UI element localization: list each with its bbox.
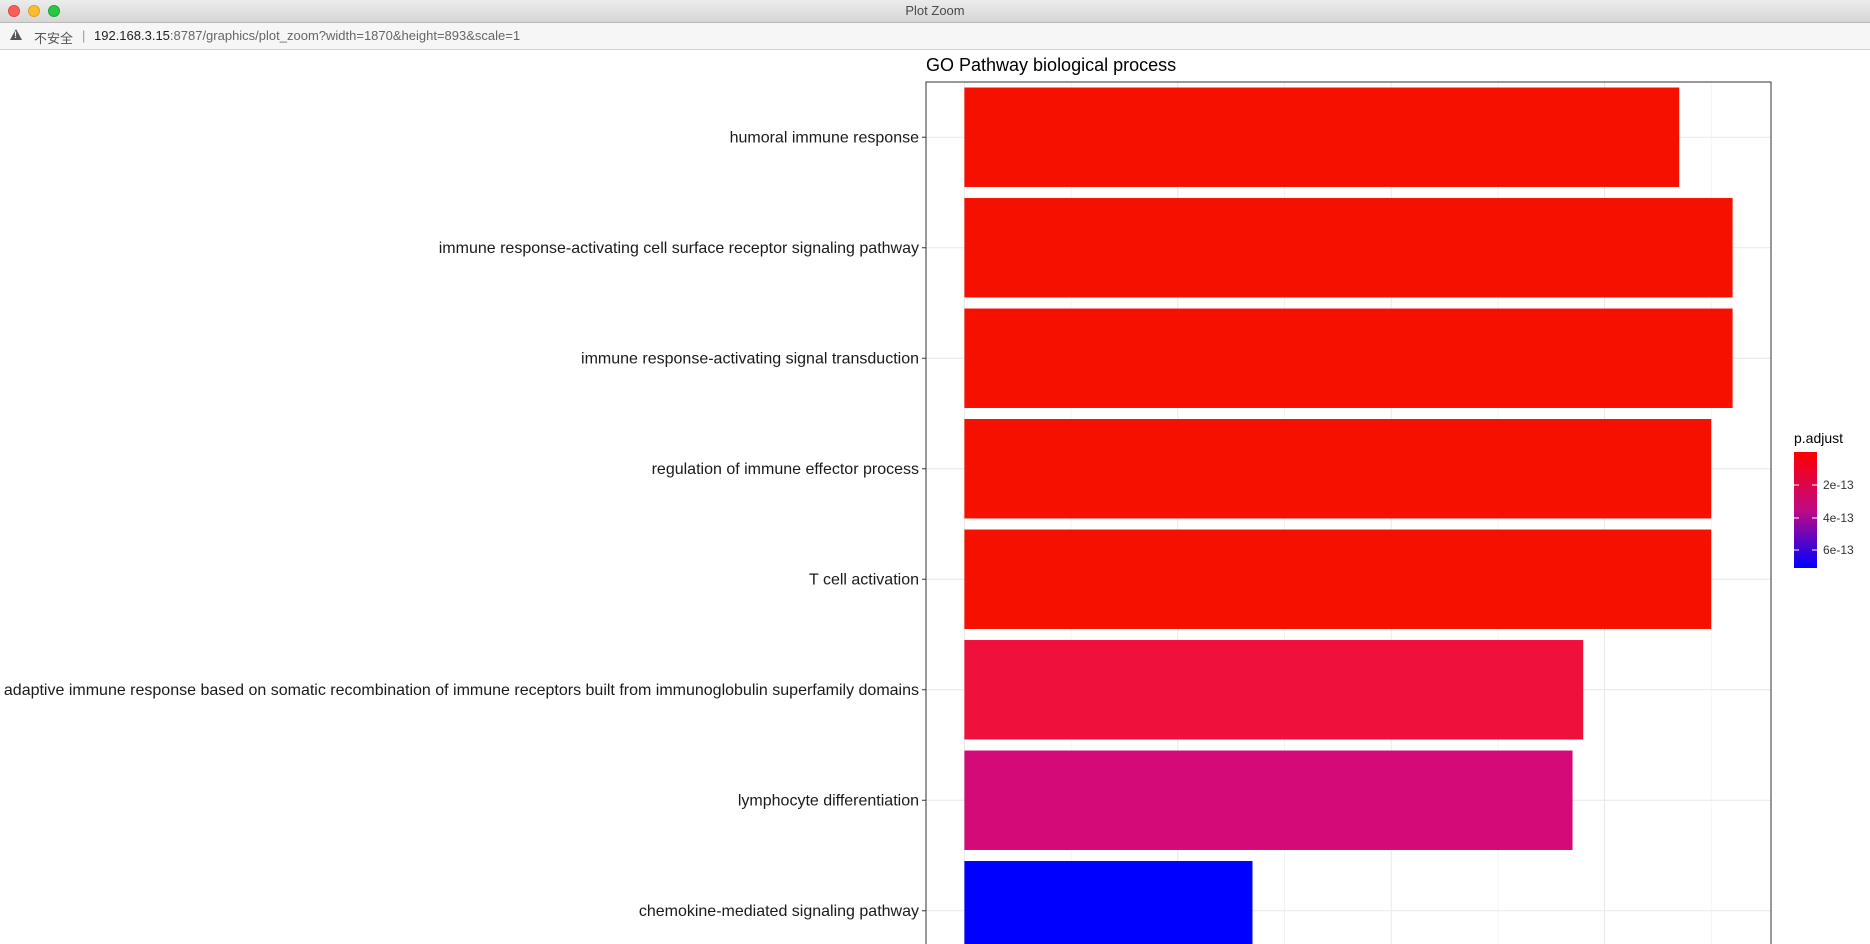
bar-6 bbox=[964, 750, 1573, 850]
bar-0 bbox=[964, 87, 1680, 187]
bar-4 bbox=[964, 529, 1712, 629]
maximize-window-button[interactable] bbox=[48, 5, 60, 17]
bar-5 bbox=[964, 640, 1584, 740]
legend-label: 4e-13 bbox=[1823, 511, 1854, 525]
y-tick-label: adaptive immune response based on somati… bbox=[4, 682, 919, 699]
legend-label: 2e-13 bbox=[1823, 478, 1854, 492]
minimize-window-button[interactable] bbox=[28, 5, 40, 17]
y-tick-label: humoral immune response bbox=[730, 129, 920, 146]
legend-title: p.adjust bbox=[1794, 430, 1843, 446]
chart-title: GO Pathway biological process bbox=[926, 55, 1176, 75]
go-pathway-chart: GO Pathway biological process humoral im… bbox=[4, 55, 1854, 944]
url-host: 192.168.3.15 bbox=[94, 28, 170, 43]
y-axis: humoral immune response immune response-a… bbox=[4, 129, 926, 920]
url-text[interactable]: 192.168.3.15:8787/graphics/plot_zoom?wid… bbox=[94, 28, 520, 43]
window-titlebar: Plot Zoom bbox=[0, 0, 1870, 23]
y-tick-label: lymphocyte differentiation bbox=[738, 792, 919, 809]
window-title: Plot Zoom bbox=[905, 3, 965, 18]
y-tick-label: regulation of immune effector process bbox=[652, 461, 919, 478]
bar-3 bbox=[964, 419, 1712, 519]
bar-2 bbox=[964, 308, 1733, 408]
bars-group bbox=[964, 87, 1733, 944]
bar-1 bbox=[964, 198, 1733, 298]
close-window-button[interactable] bbox=[8, 5, 20, 17]
bar-7 bbox=[964, 861, 1253, 944]
legend-colorbar bbox=[1794, 452, 1817, 568]
y-tick-label: immune response-activating signal transd… bbox=[581, 350, 919, 367]
y-tick-label: immune response-activating cell surface … bbox=[439, 240, 919, 257]
y-tick-label: T cell activation bbox=[809, 571, 919, 588]
y-tick-label: chemokine-mediated signaling pathway bbox=[639, 903, 919, 920]
security-label: 不安全 bbox=[34, 31, 74, 46]
legend: p.adjust 2e-13 4e-13 6e-13 bbox=[1794, 430, 1854, 568]
url-path: :8787/graphics/plot_zoom?width=1870&heig… bbox=[169, 28, 521, 43]
warning-icon bbox=[10, 29, 22, 40]
address-bar[interactable]: 不安全 | 192.168.3.15:8787/graphics/plot_zo… bbox=[0, 23, 1870, 50]
address-separator: | bbox=[82, 28, 86, 43]
plot-panel-border bbox=[925, 81, 1772, 944]
legend-label: 6e-13 bbox=[1823, 543, 1854, 557]
